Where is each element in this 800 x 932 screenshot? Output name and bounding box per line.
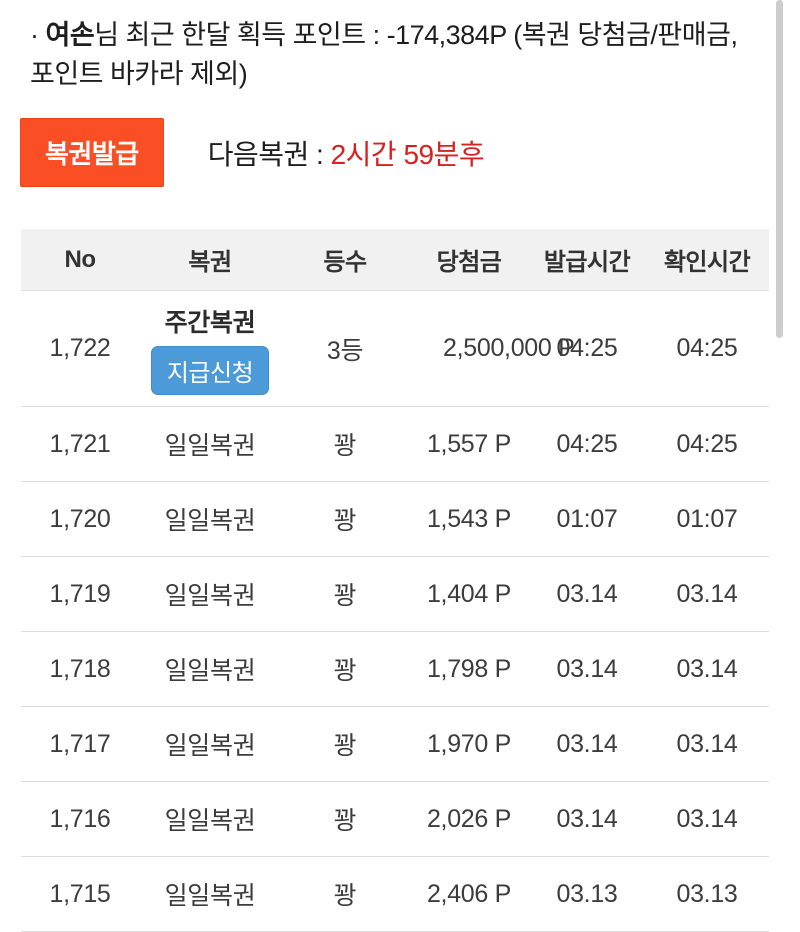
cell-no: 1,718 — [21, 631, 139, 707]
cell-prize: 2,500,000 P — [409, 290, 575, 407]
cell-confirmed-time: 03.14 — [645, 781, 769, 857]
username: 여손 — [45, 20, 95, 50]
cell-lottery: 일일복권 — [139, 631, 281, 707]
cell-confirmed-time: 03.14 — [645, 631, 769, 707]
cell-no: 1,715 — [21, 856, 139, 932]
scrollbar-thumb[interactable] — [776, 0, 783, 338]
table-row: 1,720 일일복권 꽝 1,543 P 01:07 01:07 — [21, 481, 769, 557]
table-row: 1,721 일일복권 꽝 1,557 P 04:25 04:25 — [21, 406, 769, 482]
cell-confirmed-time: 04:25 — [645, 406, 769, 482]
header-rank: 등수 — [281, 229, 409, 291]
cell-no: 1,717 — [21, 706, 139, 782]
cell-prize: 2,406 P — [409, 856, 529, 932]
cell-lottery: 일일복권 — [139, 706, 281, 782]
cell-confirmed-time: 04:25 — [645, 290, 769, 407]
cell-lottery: 주간복권 지급신청 — [139, 290, 281, 407]
points-summary-notice: · 여손님 최근 한달 획득 포인트 : -174,384P (복권 당첨금/판… — [0, 0, 800, 94]
table-header-row: No 복권 등수 당첨금 발급시간 확인시간 — [21, 229, 769, 291]
cell-rank: 꽝 — [281, 556, 409, 632]
cell-issued-time: 04:25 — [529, 406, 645, 482]
cell-confirmed-time: 03.13 — [645, 856, 769, 932]
cell-rank: 3등 — [281, 290, 409, 407]
cell-lottery: 일일복권 — [139, 856, 281, 932]
header-lottery: 복권 — [139, 229, 281, 291]
cell-issued-time: 03.14 — [529, 781, 645, 857]
header-no: No — [21, 229, 139, 291]
lottery-name: 주간복권 — [164, 308, 256, 337]
cell-rank: 꽝 — [281, 706, 409, 782]
table-row: 1,722 주간복권 지급신청 3등 2,500,000 P 04:25 04:… — [21, 290, 769, 407]
table-row: 1,716 일일복권 꽝 2,026 P 03.14 03.14 — [21, 781, 769, 857]
header-issued-time: 발급시간 — [529, 229, 645, 291]
cell-rank: 꽝 — [281, 406, 409, 482]
cell-prize: 1,557 P — [409, 406, 529, 482]
next-lottery-countdown: 2시간 59분후 — [330, 138, 485, 170]
cell-confirmed-time: 03.14 — [645, 556, 769, 632]
cell-rank: 꽝 — [281, 781, 409, 857]
cell-no: 1,721 — [21, 406, 139, 482]
table-row: 1,715 일일복권 꽝 2,406 P 03.13 03.13 — [21, 856, 769, 932]
cell-prize: 2,026 P — [409, 781, 529, 857]
issue-lottery-button[interactable]: 복권발급 — [20, 118, 164, 187]
cell-rank: 꽝 — [281, 481, 409, 557]
cell-issued-time: 03.14 — [529, 556, 645, 632]
cell-issued-time: 03.14 — [529, 706, 645, 782]
cell-confirmed-time: 03.14 — [645, 706, 769, 782]
header-confirmed-time: 확인시간 — [645, 229, 769, 291]
cell-issued-time: 01:07 — [529, 481, 645, 557]
cell-issued-time: 03.14 — [529, 631, 645, 707]
cell-rank: 꽝 — [281, 631, 409, 707]
cell-issued-time: 04:25 — [529, 290, 645, 407]
cell-lottery: 일일복권 — [139, 781, 281, 857]
header-prize: 당첨금 — [409, 229, 529, 291]
claim-payment-button[interactable]: 지급신청 — [150, 345, 270, 395]
table-row: 1,719 일일복권 꽝 1,404 P 03.14 03.14 — [21, 556, 769, 632]
cell-issued-time: 03.13 — [529, 856, 645, 932]
cell-rank: 꽝 — [281, 856, 409, 932]
cell-no: 1,720 — [21, 481, 139, 557]
lottery-history-table: No 복권 등수 당첨금 발급시간 확인시간 1,722 주간복권 지급신청 3… — [21, 229, 769, 932]
cell-lottery: 일일복권 — [139, 481, 281, 557]
cell-no: 1,722 — [21, 290, 139, 407]
prize-amount: 2,500,000 P — [443, 334, 575, 362]
notice-text: 님 최근 한달 획득 포인트 : -174,384P (복권 당첨금/판매금, … — [30, 20, 738, 89]
cell-prize: 1,543 P — [409, 481, 529, 557]
next-lottery-label: 다음복권 : — [207, 138, 331, 170]
cell-prize: 1,798 P — [409, 631, 529, 707]
cell-no: 1,719 — [21, 556, 139, 632]
cell-prize: 1,404 P — [409, 556, 529, 632]
cell-lottery: 일일복권 — [139, 406, 281, 482]
lottery-issue-row: 복권발급 다음복권 : 2시간 59분후 — [20, 118, 800, 187]
cell-lottery: 일일복권 — [139, 556, 281, 632]
table-row: 1,718 일일복권 꽝 1,798 P 03.14 03.14 — [21, 631, 769, 707]
table-row: 1,717 일일복권 꽝 1,970 P 03.14 03.14 — [21, 706, 769, 782]
next-lottery-status: 다음복권 : 2시간 59분후 — [207, 133, 485, 173]
cell-no: 1,716 — [21, 781, 139, 857]
notice-bullet: · — [30, 20, 39, 50]
cell-confirmed-time: 01:07 — [645, 481, 769, 557]
cell-prize: 1,970 P — [409, 706, 529, 782]
